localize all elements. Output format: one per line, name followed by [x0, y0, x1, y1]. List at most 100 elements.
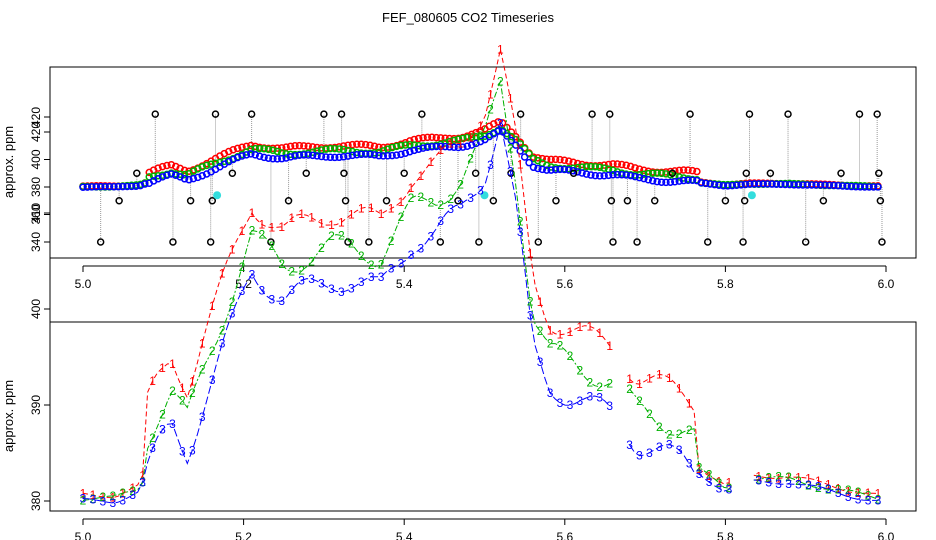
series-2-point — [542, 161, 551, 170]
series-1-label: 1 — [119, 487, 126, 501]
series-2-point — [335, 145, 343, 153]
series-3-point — [525, 158, 533, 167]
series-2-label: 2 — [855, 485, 862, 499]
series-3-point — [529, 163, 538, 172]
series-3-point — [622, 171, 630, 179]
series-3-point — [295, 151, 304, 160]
y-tick-label: 400 — [29, 299, 43, 319]
series-3-point — [768, 180, 776, 188]
series-3-label: 3 — [785, 477, 792, 491]
series-1-label: 1 — [855, 486, 862, 500]
series-2-point — [481, 132, 489, 141]
series-3-point — [512, 141, 520, 149]
series-3-point — [600, 172, 608, 180]
series-2-point — [260, 145, 268, 153]
series-1-label: 1 — [875, 486, 882, 500]
series-2-point — [401, 141, 410, 149]
series-1-label: 1 — [706, 469, 713, 483]
series-3-point — [794, 181, 803, 189]
series-3-point — [653, 177, 661, 186]
series-3-label: 3 — [487, 158, 494, 172]
series-3-point — [459, 143, 467, 151]
series-1-label: 1 — [199, 337, 206, 351]
y-tick-label: 360 — [29, 204, 43, 224]
series-2-label: 2 — [487, 102, 494, 116]
y-tick-label: 380 — [29, 177, 43, 197]
series-2-label: 2 — [755, 472, 762, 486]
series-3-point — [105, 182, 114, 191]
series-1-label: 1 — [586, 319, 593, 333]
series-2-point — [247, 145, 255, 154]
series-2-label: 2 — [606, 377, 613, 391]
series-3-point — [838, 182, 847, 190]
series-2-point — [467, 133, 476, 141]
outlier-point — [588, 110, 596, 118]
series-1-point — [163, 161, 171, 170]
outlier-point — [876, 197, 885, 205]
series-3-point — [657, 178, 666, 186]
series-3-point — [141, 180, 149, 188]
series-3-label: 3 — [427, 229, 434, 243]
top-y-axis-label: approx. ppm — [1, 126, 16, 198]
bottom-y-axis-label: approx. ppm — [1, 380, 16, 452]
series-2-label: 2 — [527, 295, 534, 309]
series-3-label: 3 — [109, 496, 116, 510]
series-2-point — [392, 142, 401, 151]
series-3-point — [582, 170, 591, 178]
series-3-point — [441, 142, 449, 151]
series-1-label: 1 — [288, 211, 295, 225]
series-1-point — [494, 118, 502, 126]
x-tick-label: 5.2 — [235, 530, 252, 540]
series-2-point — [269, 146, 277, 154]
series-1-label: 1 — [636, 377, 643, 391]
series-2-point — [286, 150, 295, 159]
series-2-label: 2 — [348, 236, 355, 250]
x-tick-label: 5.0 — [75, 277, 92, 291]
series-2-label: 2 — [706, 467, 713, 481]
series-3-point — [264, 154, 273, 162]
series-2-label: 2 — [716, 476, 723, 490]
series-2-label: 2 — [626, 382, 633, 396]
series-2-label: 2 — [288, 265, 295, 279]
series-2-label: 2 — [875, 492, 882, 506]
series-1-label: 1 — [437, 143, 444, 157]
series-3-label: 3 — [368, 270, 375, 284]
series-3-point — [300, 151, 308, 159]
outlier-point — [703, 238, 712, 246]
series-2-point — [313, 147, 321, 155]
series-2-label: 2 — [408, 191, 415, 205]
outlier-point — [341, 197, 350, 205]
series-2-label: 2 — [656, 420, 663, 434]
series-2-point — [648, 169, 657, 177]
series-2-point — [255, 144, 264, 153]
series-2-label: 2 — [437, 198, 444, 212]
series-1-point — [357, 140, 365, 149]
series-2-point — [216, 158, 224, 167]
series-2-point — [202, 161, 211, 170]
series-2-label: 2 — [457, 177, 464, 191]
series-2-point — [450, 136, 458, 145]
series-2-point — [516, 140, 524, 148]
series-1-label: 1 — [726, 476, 733, 490]
series-1-label: 1 — [557, 328, 564, 342]
series-3-point — [171, 171, 180, 180]
series-2-label: 2 — [119, 486, 126, 500]
series-2-label: 2 — [447, 192, 454, 206]
series-2-point — [609, 166, 617, 175]
series-1-label: 1 — [785, 470, 792, 484]
series-3-point — [777, 180, 785, 189]
series-1-label: 1 — [835, 482, 842, 496]
series-3-point — [313, 152, 321, 160]
series-1-point — [507, 128, 516, 136]
series-3-point — [547, 166, 555, 174]
series-2-point — [569, 164, 577, 172]
series-3-point — [198, 172, 206, 180]
outlier-point — [873, 110, 881, 118]
series-1-label: 1 — [368, 201, 375, 215]
series-3-point — [123, 182, 131, 191]
series-3-point — [260, 153, 268, 162]
series-3-point — [626, 171, 635, 180]
series-2-label: 2 — [835, 482, 842, 496]
outlier-point — [766, 169, 775, 177]
series-3-point — [242, 151, 251, 159]
